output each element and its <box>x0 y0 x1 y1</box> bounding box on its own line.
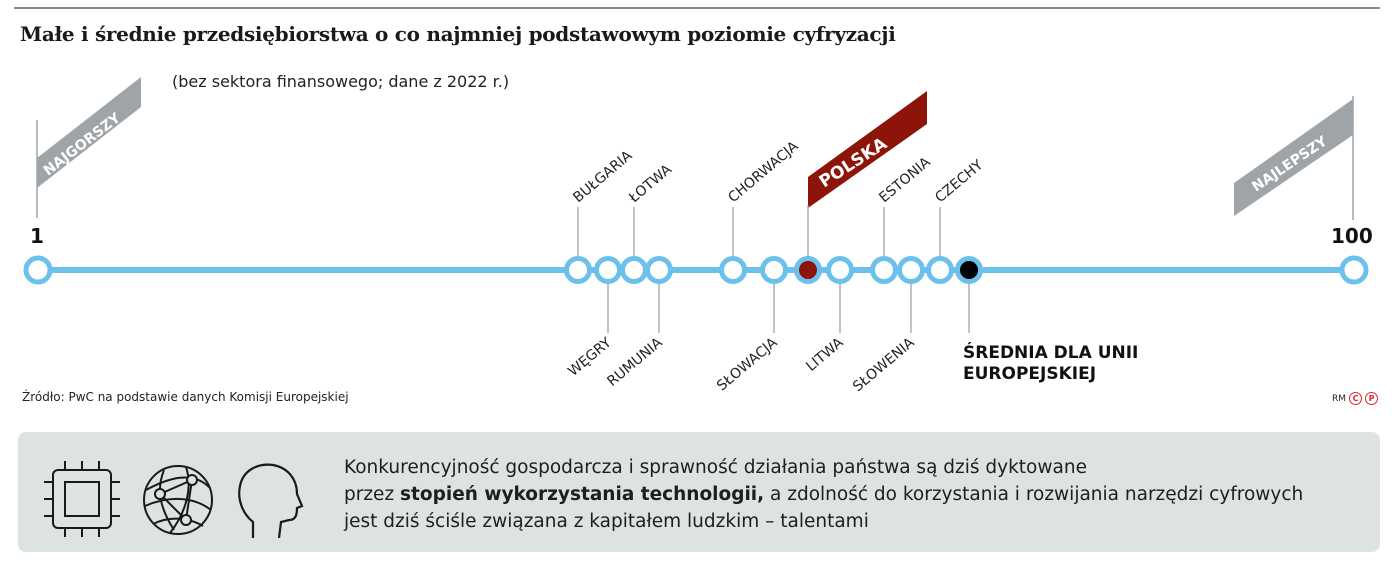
info-line-3: jest dziś ściśle związana z kapitałem lu… <box>344 511 869 532</box>
axis-max-label: 100 <box>1331 224 1373 248</box>
label-chorwacja: CHORWACJA <box>725 138 802 206</box>
label-wegry: WĘGRY <box>565 335 615 380</box>
chart-subtitle: (bez sektora finansowego; dane z 2022 r.… <box>172 72 510 91</box>
node-eu-average <box>955 256 983 284</box>
poland-flag: POLSKA <box>808 91 927 208</box>
best-flag: NAJLEPSZY <box>1234 96 1354 220</box>
credit-initials: RM <box>1332 393 1347 404</box>
copyright-icon: C <box>1349 392 1363 405</box>
top-rule <box>14 7 1380 9</box>
node-lotwa <box>620 256 648 284</box>
node-polska <box>794 256 822 284</box>
info-line-1: Konkurencyjność gospodarcza i sprawność … <box>344 457 1087 478</box>
label-estonia: ESTONIA <box>876 154 934 206</box>
node-wegry <box>594 256 622 284</box>
label-slowenia: SŁOWENIA <box>850 335 918 396</box>
info-box: Konkurencyjność gospodarcza i sprawność … <box>18 432 1380 552</box>
info-emphasis: stopień wykorzystania technologii, <box>400 484 765 505</box>
label-lotwa: ŁOTWA <box>626 161 676 206</box>
leader-lines-bottom <box>607 282 970 333</box>
timeline-nodes <box>23 255 1369 285</box>
source-note: Źródło: PwC na podstawie danych Komisji … <box>22 390 349 404</box>
info-icons <box>44 461 304 539</box>
axis-min-label: 1 <box>30 224 44 248</box>
timeline-chart: NAJGORSZY 1 NAJLEPSZY 100 POLSKA BUŁGARI… <box>23 77 1373 396</box>
label-bulgaria: BUŁGARIA <box>570 148 635 207</box>
node-rumunia <box>645 256 673 284</box>
bottom-labels: WĘGRY RUMUNIA SŁOWACJA LITWA SŁOWENIA <box>565 335 918 396</box>
eu-average-label-line2: EUROPEJSKIEJ <box>963 364 1096 384</box>
label-rumunia: RUMUNIA <box>604 335 666 390</box>
worst-label: NAJGORSZY <box>41 110 125 179</box>
info-line-2: przez stopień wykorzystania technologii,… <box>344 484 1304 505</box>
label-czechy: CZECHY <box>932 157 986 206</box>
info-text: Konkurencyjność gospodarcza i sprawność … <box>344 454 1364 535</box>
top-labels: BUŁGARIA ŁOTWA CHORWACJA ESTONIA CZECHY <box>570 138 986 207</box>
credit: RM C P <box>1332 392 1379 405</box>
poland-label: POLSKA <box>816 133 892 192</box>
head-profile-icon <box>238 463 304 539</box>
worst-flag: NAJGORSZY <box>36 77 141 218</box>
node-min <box>23 255 53 285</box>
node-bulgaria <box>564 256 592 284</box>
node-czechy <box>926 256 954 284</box>
leader-lines-top <box>577 205 941 258</box>
node-chorwacja <box>719 256 747 284</box>
label-litwa: LITWA <box>803 335 847 375</box>
label-slowacja: SŁOWACJA <box>714 335 781 395</box>
node-slowenia <box>897 256 925 284</box>
chart-title: Małe i średnie przedsiębiorstwa o co naj… <box>20 22 896 46</box>
eu-average-label-line1: ŚREDNIA DLA UNII <box>963 341 1138 363</box>
p-icon: P <box>1365 392 1379 405</box>
node-litwa <box>826 256 854 284</box>
network-globe-icon <box>143 465 213 535</box>
node-slowacja <box>760 256 788 284</box>
node-max <box>1339 255 1369 285</box>
node-estonia <box>870 256 898 284</box>
chip-icon <box>44 461 120 537</box>
